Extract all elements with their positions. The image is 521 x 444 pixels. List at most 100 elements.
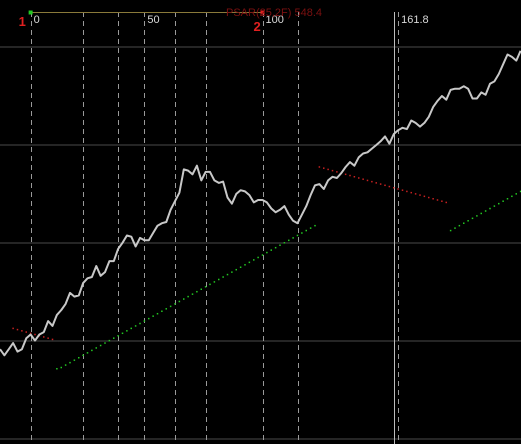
psar-dot-1-42 bbox=[239, 266, 242, 268]
psar-dot-0-3 bbox=[25, 331, 27, 333]
psar-dot-2-26 bbox=[432, 198, 434, 200]
psar-dot-2-24 bbox=[423, 195, 426, 198]
psar-dot-1-33 bbox=[200, 288, 202, 291]
psar-dot-1-21 bbox=[148, 317, 150, 320]
fib-label-2: 100 bbox=[266, 14, 284, 26]
psar-dot-1-46 bbox=[257, 256, 259, 259]
psar-dot-2-23 bbox=[419, 194, 421, 196]
psar-dot-2-0 bbox=[318, 166, 321, 168]
fib-handle-1[interactable] bbox=[28, 10, 33, 15]
psar-dot-2-11 bbox=[366, 179, 369, 182]
grid-lines bbox=[0, 46, 521, 440]
price-line[interactable] bbox=[0, 50, 521, 357]
psar-dot-3-5 bbox=[471, 217, 474, 220]
psar-dot-2-22 bbox=[414, 193, 417, 195]
marker-1-label: 1 bbox=[19, 14, 26, 29]
psar-dot-3-0 bbox=[449, 229, 452, 232]
fib-label-1: 50 bbox=[147, 14, 159, 26]
psar-dot-3-15 bbox=[515, 193, 517, 195]
psar-dot-1-47 bbox=[261, 254, 264, 256]
marker-2-label: 2 bbox=[254, 19, 261, 34]
psar-dot-1-58 bbox=[309, 227, 312, 229]
psar-dot-1-50 bbox=[274, 246, 277, 249]
psar-dot-1-6 bbox=[82, 354, 84, 357]
psar-dot-1-19 bbox=[139, 322, 141, 325]
psar-dot-1-27 bbox=[174, 303, 176, 305]
psar-dot-2-1 bbox=[323, 167, 325, 169]
psar-dot-1-1 bbox=[60, 366, 62, 369]
fibonacci-tool-handles[interactable] bbox=[28, 10, 265, 15]
psar-dot-0-4 bbox=[29, 332, 32, 335]
psar-dot-2-15 bbox=[384, 184, 386, 187]
psar-dot-3-11 bbox=[498, 202, 500, 205]
psar-dot-3-7 bbox=[480, 212, 482, 215]
psar-dot-1-12 bbox=[108, 339, 111, 342]
psar-dot-0-9 bbox=[51, 338, 54, 341]
psar-dot-2-28 bbox=[441, 200, 443, 202]
psar-dot-1-25 bbox=[165, 308, 167, 310]
psar-dot-1-53 bbox=[288, 239, 290, 242]
psar-dot-1-17 bbox=[130, 327, 132, 330]
psar-dot-1-51 bbox=[279, 244, 281, 246]
psar-dot-1-48 bbox=[266, 251, 268, 254]
psar-dot-1-10 bbox=[99, 344, 102, 347]
psar-dot-2-20 bbox=[406, 190, 408, 193]
psar-dot-0-1 bbox=[16, 328, 19, 331]
psar-indicator-label: PSAR(25,2F) 548.4 bbox=[226, 7, 322, 19]
psar-dot-1-5 bbox=[78, 356, 80, 359]
psar-dot-2-4 bbox=[336, 171, 338, 173]
psar-dot-2-8 bbox=[353, 176, 356, 178]
psar-dot-2-17 bbox=[393, 187, 395, 189]
psar-dot-1-23 bbox=[156, 312, 159, 315]
psar-dot-1-9 bbox=[95, 347, 97, 349]
psar-dot-2-6 bbox=[344, 173, 347, 176]
psar-dot-3-4 bbox=[467, 220, 469, 222]
psar-dot-2-3 bbox=[331, 169, 334, 172]
psar-dot-1-30 bbox=[187, 295, 189, 298]
psar-dot-1-52 bbox=[283, 242, 286, 244]
psar-dot-2-12 bbox=[371, 180, 373, 183]
psar-dot-1-36 bbox=[213, 281, 216, 283]
psar-dot-3-14 bbox=[511, 195, 513, 198]
psar-dot-1-24 bbox=[161, 310, 163, 313]
psar-dot-1-34 bbox=[204, 286, 207, 288]
psar-dot-1-40 bbox=[231, 271, 233, 273]
psar-dot-2-27 bbox=[436, 199, 439, 201]
psar-dot-1-4 bbox=[73, 359, 76, 361]
psar-dot-1-14 bbox=[117, 334, 119, 337]
psar-dot-1-39 bbox=[226, 273, 229, 276]
psar-dot-2-29 bbox=[445, 201, 447, 204]
psar-dot-0-7 bbox=[43, 336, 45, 338]
psar-dot-3-16 bbox=[519, 190, 521, 193]
psar-dot-2-7 bbox=[349, 174, 351, 177]
psar-dot-2-25 bbox=[428, 196, 430, 199]
psar-dot-3-12 bbox=[502, 200, 504, 202]
psar-dot-2-19 bbox=[401, 189, 404, 191]
psar-dot-1-57 bbox=[305, 229, 307, 232]
fibonacci-time-zones[interactable]: 0 50 100 161.8 bbox=[31, 12, 429, 444]
psar-dot-1-18 bbox=[134, 325, 137, 327]
psar-dot-1-7 bbox=[86, 352, 89, 354]
psar-dot-2-13 bbox=[375, 182, 377, 184]
psar-dot-3-1 bbox=[454, 227, 456, 229]
psar-dot-3-6 bbox=[476, 215, 478, 217]
psar-dot-1-16 bbox=[126, 330, 128, 332]
psar-dot-1-0 bbox=[56, 367, 58, 370]
psar-dot-1-2 bbox=[64, 364, 67, 366]
psar-dot-3-10 bbox=[493, 205, 496, 207]
psar-dots bbox=[12, 166, 521, 370]
psar-dot-1-28 bbox=[178, 300, 181, 303]
fib-label-0: 0 bbox=[34, 14, 40, 26]
fib-handle-2[interactable] bbox=[260, 10, 265, 15]
psar-dot-1-31 bbox=[191, 293, 194, 295]
psar-dot-2-9 bbox=[358, 177, 360, 179]
psar-dot-1-15 bbox=[121, 332, 124, 335]
psar-dot-1-54 bbox=[292, 237, 294, 239]
psar-dot-3-8 bbox=[484, 210, 487, 212]
psar-dot-1-37 bbox=[218, 278, 220, 281]
psar-dot-1-20 bbox=[143, 320, 146, 322]
psar-dot-2-2 bbox=[327, 168, 329, 171]
psar-dot-2-21 bbox=[410, 191, 412, 194]
